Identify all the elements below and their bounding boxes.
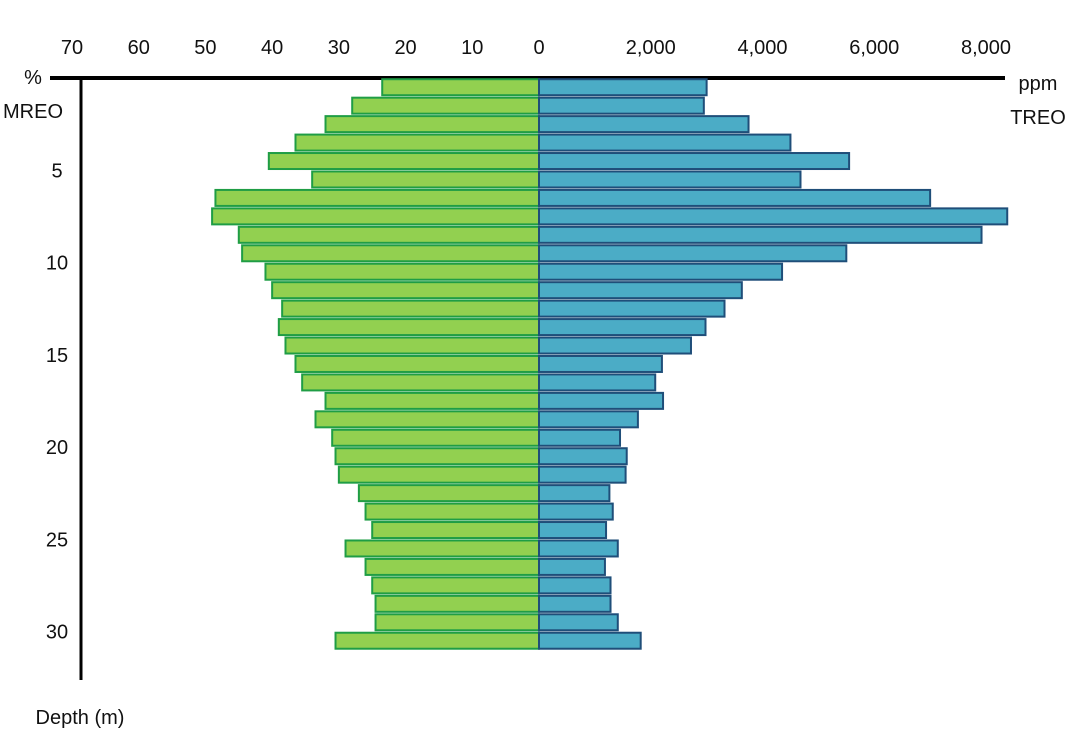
treo-bar	[538, 354, 663, 373]
mreo-bar	[294, 354, 540, 373]
treo-tick-label: 8,000	[961, 37, 1011, 59]
treo-bar	[538, 225, 983, 244]
mreo-bar	[241, 244, 540, 263]
mreo-tick-label: 40	[261, 37, 283, 59]
depth-axis-title: Depth (m)	[36, 707, 125, 729]
treo-bar	[538, 539, 619, 558]
mreo-bar	[374, 594, 540, 613]
mreo-tick-label: 70	[61, 37, 83, 59]
treo-bar	[538, 373, 657, 392]
treo-bar	[538, 465, 627, 484]
top-axis-tick-labels: 70 60 50 40 30 20 10 0 2,000 4,000 6,000 8,000	[61, 37, 1011, 59]
treo-bar	[538, 336, 692, 355]
treo-bar	[538, 188, 932, 207]
treo-bar	[538, 428, 622, 447]
mreo-bar	[357, 484, 540, 503]
treo-bar	[538, 447, 628, 466]
treo-bar	[538, 207, 1009, 226]
depth-axis-tick-labels: 5 10 15 20 25 30	[46, 160, 68, 643]
mreo-bar	[364, 502, 540, 521]
mreo-bar	[311, 170, 540, 189]
treo-tick-label: 2,000	[626, 37, 676, 59]
mreo-bar	[374, 613, 540, 632]
mreo-bar	[211, 207, 540, 226]
mreo-bar	[331, 428, 540, 447]
mreo-bar	[314, 410, 540, 429]
mreo-bar	[237, 225, 541, 244]
treo-bar	[538, 244, 848, 263]
left-unit-label: %	[24, 67, 42, 89]
mreo-bar	[334, 631, 540, 650]
mreo-bar	[281, 299, 540, 318]
right-series-label: TREO	[1010, 107, 1066, 129]
treo-bar	[538, 521, 608, 540]
depth-tick-label: 10	[46, 253, 68, 275]
mreo-bar	[351, 96, 541, 115]
mreo-bar	[301, 373, 540, 392]
treo-tick-label: 4,000	[737, 37, 787, 59]
mreo-bar	[371, 576, 541, 595]
depth-tick-label: 30	[46, 622, 68, 644]
treo-bar	[538, 631, 642, 650]
treo-bar	[538, 170, 802, 189]
treo-bar	[538, 318, 707, 337]
mreo-tick-label: 50	[194, 37, 216, 59]
treo-bar	[538, 78, 708, 97]
depth-tick-label: 5	[51, 160, 62, 182]
mreo-bar	[271, 281, 540, 300]
treo-bar	[538, 391, 665, 410]
treo-bar	[538, 594, 612, 613]
mreo-bar	[324, 115, 540, 134]
treo-bar	[538, 576, 612, 595]
mreo-tick-label: 10	[461, 37, 483, 59]
mreo-bar	[381, 78, 540, 97]
mreo-bar	[364, 557, 540, 576]
mreo-bar	[214, 188, 541, 207]
right-unit-label: ppm	[1019, 73, 1058, 95]
treo-bar	[538, 613, 619, 632]
treo-bar	[538, 299, 726, 318]
treo-bar	[538, 133, 792, 152]
mreo-bar	[277, 318, 540, 337]
mreo-bar	[264, 262, 540, 281]
treo-bar	[538, 115, 750, 134]
treo-bar	[538, 410, 639, 429]
mreo-tick-label: 20	[394, 37, 416, 59]
treo-bar	[538, 557, 606, 576]
mreo-bar	[337, 465, 540, 484]
mreo-tick-label: 30	[328, 37, 350, 59]
mreo-tick-label: 0	[533, 37, 544, 59]
axes	[50, 76, 1005, 680]
depth-tick-label: 20	[46, 437, 68, 459]
mreo-bar	[284, 336, 540, 355]
mreo-bar	[324, 391, 540, 410]
left-series-label: MREO	[3, 101, 63, 123]
treo-bar	[538, 96, 705, 115]
depth-tick-label: 25	[46, 529, 68, 551]
mreo-bar	[294, 133, 540, 152]
bars	[211, 78, 1009, 650]
treo-bar	[538, 152, 851, 171]
mreo-bar	[344, 539, 540, 558]
treo-bar	[538, 484, 611, 503]
treo-bar	[538, 281, 743, 300]
mreo-bar	[267, 152, 540, 171]
treo-bar	[538, 262, 784, 281]
treo-bar	[538, 502, 614, 521]
mreo-tick-label: 60	[128, 37, 150, 59]
depth-tick-label: 15	[46, 345, 68, 367]
mreo-bar	[371, 521, 541, 540]
mreo-bar	[334, 447, 540, 466]
treo-tick-label: 6,000	[849, 37, 899, 59]
